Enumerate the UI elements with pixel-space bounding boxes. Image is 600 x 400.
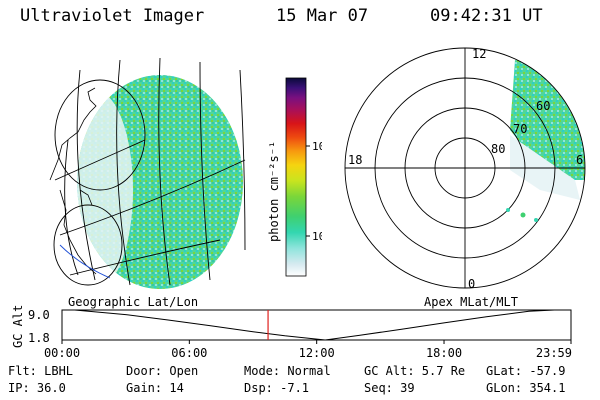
mlt-label-18: 18: [348, 153, 362, 167]
ytick-1-8: 1.8: [28, 331, 50, 345]
info-gain: Gain: 14: [126, 381, 184, 395]
lat-label-70: 70: [513, 122, 527, 136]
mlt-label-12: 12: [472, 47, 486, 61]
header-time: 09:42:31 UT: [430, 6, 543, 26]
info-mode: Mode: Normal: [244, 364, 331, 378]
info-gc-alt: GC Alt: 5.7 Re: [364, 364, 466, 378]
right-map-caption: Apex MLat/MLT: [424, 295, 518, 309]
xtick-label: 06:00: [171, 346, 207, 360]
xtick-label: 00:00: [44, 346, 80, 360]
xtick-label: 23:59: [536, 346, 572, 360]
altitude-plot-frame: [61, 309, 572, 341]
altitude-chart: GC Alt 9.0 1.8 00:00 06:00 12:00 18:00 23:59: [11, 305, 572, 360]
info-door: Door: Open: [126, 364, 199, 378]
header-date: 15 Mar 07: [276, 6, 369, 26]
header-title: Ultraviolet Imager: [20, 6, 205, 26]
lat-label-60: 60: [536, 99, 550, 113]
info-glat: GLat: -57.9: [486, 364, 566, 378]
geographic-image: [49, 57, 246, 289]
info-flt: Flt: LBHL: [8, 364, 74, 378]
colorbar-tick-100: 100: [312, 140, 322, 153]
mlt-label-0: 0: [468, 277, 475, 291]
mlt-label-6: 6: [576, 153, 583, 167]
info-glon: GLon: 354.1: [486, 381, 566, 395]
info-dsp: Dsp: -7.1: [244, 381, 310, 395]
info-seq: Seq: 39: [364, 381, 415, 395]
info-ip: IP: 36.0: [8, 381, 66, 395]
colorbar: 100 10 photon cm⁻²s⁻¹: [267, 77, 322, 277]
colorbar-title: photon cm⁻²s⁻¹: [267, 141, 281, 242]
colorbar-gradient: [285, 77, 307, 277]
left-map-caption: Geographic Lat/Lon: [68, 295, 199, 309]
chart-ylabel: GC Alt: [11, 305, 25, 348]
xtick-label: 18:00: [426, 346, 462, 360]
altitude-series-line: [62, 309, 571, 341]
colorbar-tick-10: 10: [312, 230, 322, 243]
lat-label-80: 80: [491, 142, 505, 156]
xtick-label: 12:00: [299, 346, 335, 360]
polar-plot: 12 18 6 0 60 70 80: [344, 47, 586, 291]
ytick-9-0: 9.0: [28, 308, 50, 322]
